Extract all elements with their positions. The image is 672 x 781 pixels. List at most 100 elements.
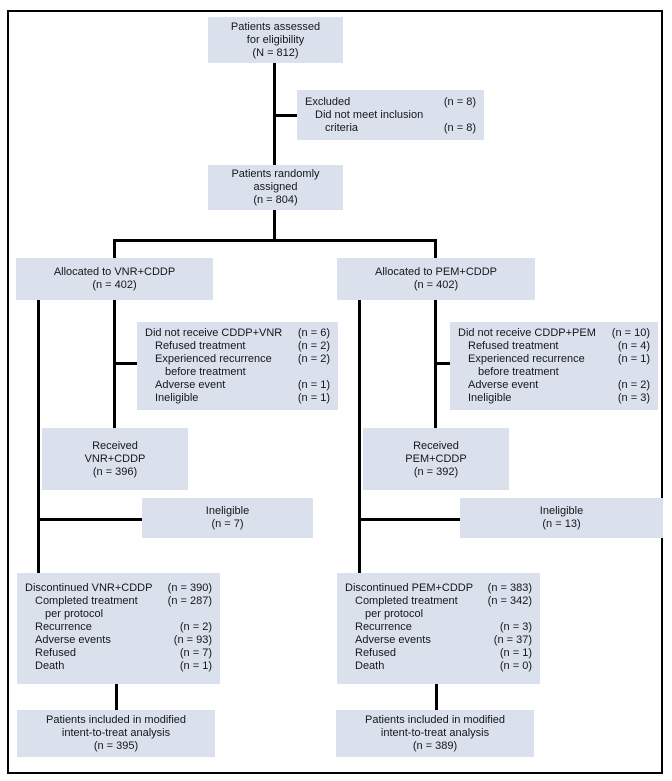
connector-ineligible-vnr-stub xyxy=(38,518,142,521)
reason-count: (n = 3) xyxy=(499,621,532,633)
box-randomized-line3: (n = 804) xyxy=(253,194,298,206)
box-ineligible-vnr-line1: Ineligible xyxy=(205,505,250,517)
discontinued-pem-row: Refused (n = 1) xyxy=(345,647,532,660)
reason-label: Death xyxy=(355,660,385,672)
reason-count: (n = 93) xyxy=(173,634,212,646)
connector-branch-horizontal xyxy=(113,239,437,242)
reason-label: Adverse events xyxy=(355,634,431,646)
reason-count: (n = 7) xyxy=(179,647,212,659)
box-randomized: Patients randomly assigned (n = 804) xyxy=(208,165,343,210)
reason-count: (n = 4) xyxy=(617,340,650,352)
reason-label: Refused xyxy=(355,647,396,659)
discontinued-pem-row: Adverse events (n = 37) xyxy=(345,634,532,647)
box-allocated-vnr-line1: Allocated to VNR+CDDP xyxy=(53,266,176,278)
box-allocated-pem-line2: (n = 402) xyxy=(413,279,459,291)
connector-left-outer-vertical xyxy=(37,300,40,573)
reason-label: Recurrence xyxy=(35,621,92,633)
box-randomized-line2: assigned xyxy=(253,181,298,193)
discontinued-vnr-row: per protocol xyxy=(25,608,212,621)
reason-label: Did not receive CDDP+PEM xyxy=(458,327,596,339)
excluded-row: Excluded (n = 8) xyxy=(305,96,476,109)
box-received-vnr-line1: Received xyxy=(92,439,138,452)
box-discontinued-vnr: Discontinued VNR+CDDP (n = 390) Completed… xyxy=(17,573,220,684)
reason-label: Adverse events xyxy=(35,634,111,646)
box-ineligible-pem-line2: (n = 13) xyxy=(542,518,581,530)
reason-label: Adverse event xyxy=(468,379,539,391)
reason-count: (n = 2) xyxy=(297,353,330,365)
connector-branch-right-drop xyxy=(434,239,437,258)
box-mitt-vnr-line1: Patients included in modified xyxy=(45,714,187,726)
reason-count: (n = 6) xyxy=(297,327,330,339)
reason-count: (n = 390) xyxy=(167,582,212,594)
reason-label: Completed treatment xyxy=(35,595,138,607)
box-received-pem-line1: Received xyxy=(413,439,459,452)
reason-label: Experienced recurrence xyxy=(468,353,585,365)
box-discontinued-pem: Discontinued PEM+CDDP (n = 383) Completed… xyxy=(337,573,540,684)
connector-notreceived-pem-stub xyxy=(435,362,450,365)
box-ineligible-vnr-line2: (n = 7) xyxy=(211,518,244,530)
reason-count: (n = 287) xyxy=(167,595,212,607)
not-received-vnr-row: Adverse event (n = 1) xyxy=(145,379,330,392)
not-received-pem-row: Did not receive CDDP+PEM (n = 10) xyxy=(458,327,650,340)
discontinued-vnr-row: Death (n = 1) xyxy=(25,660,212,673)
excluded-count: (n = 8) xyxy=(443,96,476,108)
discontinued-pem-row: Death (n = 0) xyxy=(345,660,532,673)
reason-label: Refused treatment xyxy=(155,340,246,352)
box-eligibility: Patients assessed for eligibility (N = 8… xyxy=(208,17,343,63)
discontinued-vnr-row: Recurrence (n = 2) xyxy=(25,621,212,634)
excluded-label: criteria xyxy=(325,122,359,134)
connector-excluded-stub xyxy=(274,114,297,117)
discontinued-pem-row: per protocol xyxy=(345,608,532,621)
excluded-label: Did not meet inclusion xyxy=(315,109,424,121)
not-received-vnr-row: Refused treatment (n = 2) xyxy=(145,340,330,353)
box-eligibility-line3: (N = 812) xyxy=(252,46,299,59)
not-received-pem-row: Adverse event (n = 2) xyxy=(458,379,650,392)
excluded-count xyxy=(472,109,476,122)
reason-count: (n = 2) xyxy=(297,340,330,352)
box-excluded: Excluded (n = 8) Did not meet inclusion c… xyxy=(297,90,484,140)
not-received-vnr-row: Ineligible (n = 1) xyxy=(145,392,330,405)
connector-ineligible-pem-stub xyxy=(359,518,460,521)
discontinued-pem-row: Discontinued PEM+CDDP (n = 383) xyxy=(345,582,532,595)
discontinued-pem-row: Recurrence (n = 3) xyxy=(345,621,532,634)
discontinued-vnr-row: Adverse events (n = 93) xyxy=(25,634,212,647)
box-mitt-pem-line2: intent-to-treat analysis xyxy=(380,727,490,739)
box-ineligible-pem-line1: Ineligible xyxy=(539,505,584,517)
excluded-row: criteria (n = 8) xyxy=(305,122,476,135)
reason-count: (n = 1) xyxy=(297,392,330,404)
reason-label: Completed treatment xyxy=(355,595,458,607)
box-received-vnr-line3: (n = 396) xyxy=(92,465,138,478)
reason-count: (n = 1) xyxy=(297,379,330,391)
box-received-pem-line3: (n = 392) xyxy=(413,465,459,478)
box-allocated-pem: Allocated to PEM+CDDP (n = 402) xyxy=(337,258,535,300)
excluded-label: Excluded xyxy=(305,96,351,108)
box-received-pem-line2: PEM+CDDP xyxy=(405,452,467,465)
box-ineligible-pem: Ineligible (n = 13) xyxy=(460,498,663,538)
discontinued-pem-row: Completed treatment (n = 342) xyxy=(345,595,532,608)
reason-label: Ineligible xyxy=(468,392,512,404)
connector-branch-left-drop xyxy=(113,239,116,258)
box-eligibility-line1: Patients assessed xyxy=(230,20,321,33)
reason-count: (n = 1) xyxy=(179,660,212,672)
reason-count: (n = 1) xyxy=(617,353,650,365)
reason-label: Experienced recurrence xyxy=(155,353,272,365)
discontinued-vnr-row: Discontinued VNR+CDDP (n = 390) xyxy=(25,582,212,595)
reason-label: Death xyxy=(35,660,65,672)
not-received-vnr-row: Did not receive CDDP+VNR (n = 6) xyxy=(145,327,330,340)
not-received-vnr-row: before treatment xyxy=(145,366,330,379)
discontinued-vnr-row: Completed treatment (n = 287) xyxy=(25,595,212,608)
box-mitt-pem-line1: Patients included in modified xyxy=(364,714,506,726)
reason-count: (n = 383) xyxy=(487,582,532,594)
excluded-row: Did not meet inclusion xyxy=(305,109,476,122)
box-eligibility-line2: for eligibility xyxy=(246,33,305,46)
box-not-received-vnr: Did not receive CDDP+VNR (n = 6) Refused … xyxy=(137,322,338,410)
reason-count xyxy=(326,366,330,379)
figure-border xyxy=(7,10,663,774)
not-received-pem-row: before treatment xyxy=(458,366,650,379)
box-received-vnr-line2: VNR+CDDP xyxy=(84,452,146,465)
connector-randomized-branch xyxy=(273,210,276,241)
box-allocated-vnr-line2: (n = 402) xyxy=(92,279,137,291)
reason-label: before treatment xyxy=(478,366,559,378)
connector-notreceived-vnr-stub xyxy=(114,362,137,365)
